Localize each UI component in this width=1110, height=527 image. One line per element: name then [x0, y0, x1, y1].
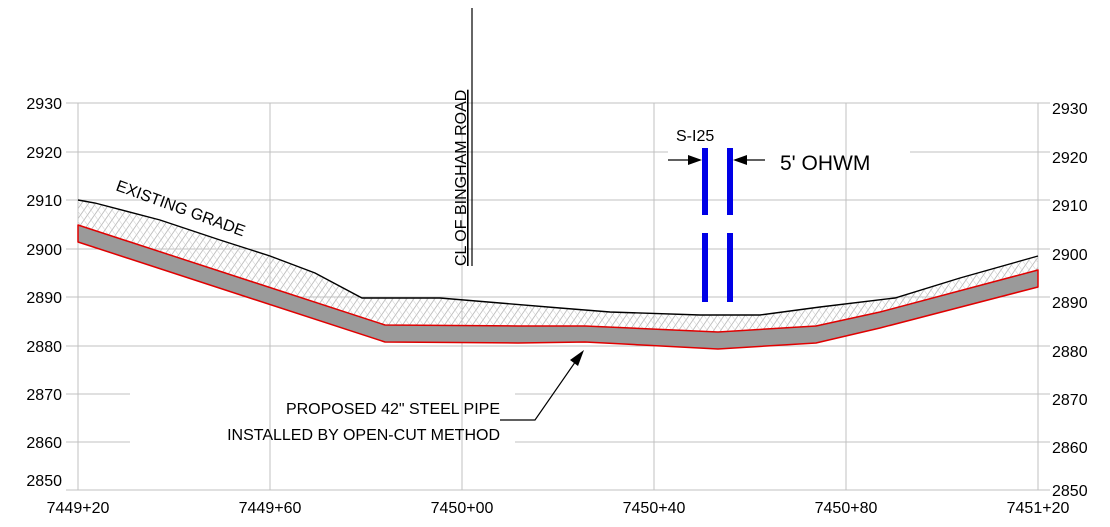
elevation-tick-left: 2920	[26, 145, 62, 162]
elevation-tick-right: 2910	[1052, 198, 1088, 215]
elevation-tick-left: 2880	[26, 339, 62, 356]
station-tick: 7449+20	[47, 500, 110, 517]
elevation-tick-right: 2880	[1052, 344, 1088, 361]
elevation-tick-left: 2900	[26, 242, 62, 259]
arrow-right-icon	[688, 155, 702, 165]
station-tick: 7449+60	[239, 500, 302, 517]
existing-grade-line	[77, 199, 1039, 316]
arrow-left-icon	[733, 155, 747, 165]
elevation-tick-left: 2890	[26, 290, 62, 307]
elevation-tick-left: 2850	[26, 473, 62, 490]
proposed-pipe	[77, 224, 1039, 350]
pipe-label-line1: PROPOSED 42" STEEL PIPE	[286, 401, 500, 418]
elevation-tick-left: 2870	[26, 387, 62, 404]
centerline-label: CL OF BINGHAM ROAD	[453, 90, 470, 266]
elevation-ticks-right: 2930 2920 2910 2900 2890 2880 2870 2860 …	[1052, 101, 1088, 500]
station-tick: 7451+20	[1007, 500, 1070, 517]
ohwm-dimension	[668, 155, 765, 165]
station-ticks: 7449+20 7449+60 7450+00 7450+40 7450+80 …	[47, 500, 1070, 517]
leader-arrow-icon	[570, 350, 584, 366]
elevation-tick-right: 2930	[1052, 101, 1088, 118]
elevation-ticks-left: 2930 2920 2910 2900 2890 2880 2870 2860 …	[26, 96, 62, 490]
crossing-label: S-I25	[676, 128, 714, 145]
station-tick: 7450+00	[431, 500, 494, 517]
ohwm-label: 5' OHWM	[780, 152, 870, 175]
elevation-tick-right: 2850	[1052, 483, 1088, 500]
station-tick: 7450+40	[623, 500, 686, 517]
ohwm-markers	[702, 148, 733, 302]
elevation-tick-right: 2890	[1052, 295, 1088, 312]
elevation-tick-right: 2870	[1052, 392, 1088, 409]
pipe-label-line2: INSTALLED BY OPEN-CUT METHOD	[227, 427, 500, 444]
elevation-tick-left: 2930	[26, 96, 62, 113]
station-tick: 7450+80	[815, 500, 878, 517]
elevation-tick-right: 2920	[1052, 150, 1088, 167]
elevation-tick-left: 2860	[26, 435, 62, 452]
trench-backfill-hatch	[78, 200, 1038, 332]
elevation-tick-right: 2860	[1052, 440, 1088, 457]
elevation-tick-left: 2910	[26, 193, 62, 210]
elevation-tick-right: 2900	[1052, 247, 1088, 264]
pipe-leader	[500, 350, 584, 421]
